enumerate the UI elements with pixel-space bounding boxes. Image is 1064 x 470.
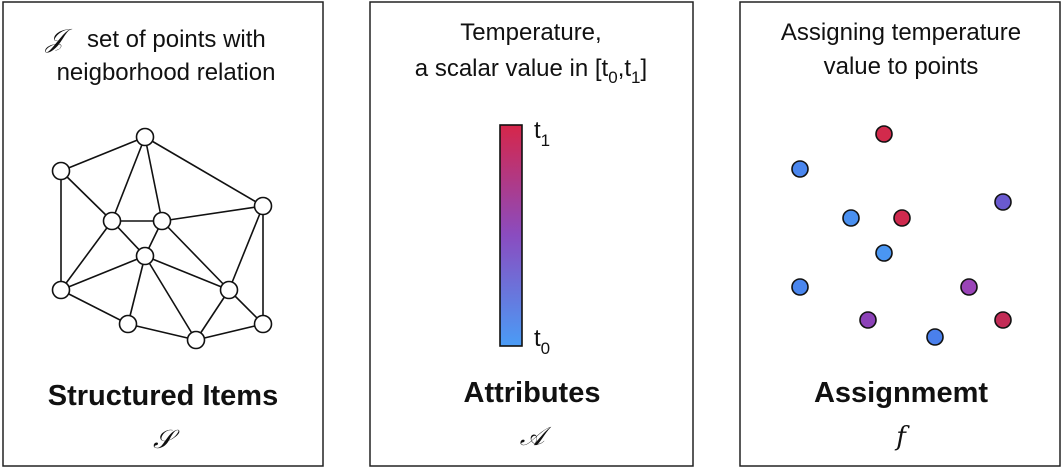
edge	[127, 323, 197, 341]
colorbar	[499, 124, 523, 347]
node	[135, 246, 155, 266]
caption: set of points with	[87, 26, 266, 53]
caption: neigborhood relation	[57, 59, 276, 86]
point	[875, 244, 893, 262]
panel	[2, 1, 324, 467]
edge	[60, 220, 113, 291]
label: t	[534, 325, 541, 352]
panel	[369, 1, 694, 467]
point	[893, 209, 911, 227]
subscript: 1	[541, 131, 550, 150]
caption: Assigning temperature	[781, 19, 1021, 46]
point	[994, 193, 1012, 211]
point	[875, 125, 893, 143]
subscript: 0	[541, 339, 550, 358]
colorbar-label: t0	[534, 325, 550, 358]
point	[791, 278, 809, 296]
graph	[51, 127, 273, 350]
edge	[161, 205, 264, 222]
edge	[144, 255, 230, 291]
caption-part: ]	[641, 55, 648, 82]
node	[51, 161, 71, 181]
caption: value to points	[824, 53, 979, 80]
edge	[60, 255, 146, 291]
point	[859, 311, 877, 329]
panel-title: Attributes	[464, 377, 601, 409]
caption: a scalar value in [t0,t1]	[415, 55, 647, 87]
point	[791, 160, 809, 178]
edge	[195, 323, 264, 341]
node	[186, 330, 206, 350]
panel	[739, 1, 1061, 467]
point	[960, 278, 978, 296]
node	[118, 314, 138, 334]
caption-part: ,t	[618, 55, 632, 82]
subscript: 0	[608, 68, 617, 87]
panel-title: Assignmemt	[814, 377, 988, 409]
point	[842, 209, 860, 227]
edge	[60, 289, 129, 325]
edge	[161, 220, 230, 291]
node	[253, 314, 273, 334]
edge	[228, 205, 264, 291]
node	[102, 211, 122, 231]
node	[219, 280, 239, 300]
node	[135, 127, 155, 147]
edge	[60, 136, 146, 172]
edge	[144, 136, 163, 222]
edge	[195, 289, 230, 341]
points	[791, 125, 1012, 346]
node	[152, 211, 172, 231]
edge	[144, 255, 197, 341]
edge	[144, 136, 264, 207]
point	[926, 328, 944, 346]
node	[253, 196, 273, 216]
caption-part: a scalar value in [t	[415, 55, 609, 82]
edge	[60, 170, 113, 222]
edge	[111, 136, 146, 222]
panel-title: Structured Items	[48, 380, 278, 412]
edge	[127, 255, 146, 325]
node	[51, 280, 71, 300]
caption: Temperature,	[460, 19, 601, 46]
colorbar-label: t1	[534, 117, 550, 150]
subscript: 1	[631, 68, 640, 87]
label: t	[534, 117, 541, 144]
point	[994, 311, 1012, 329]
